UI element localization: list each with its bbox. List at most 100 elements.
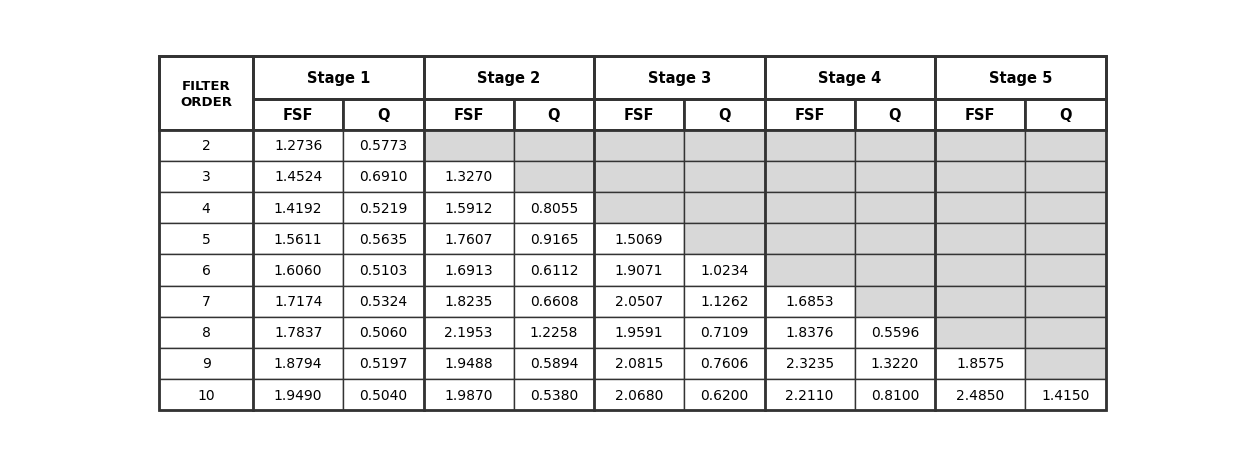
Text: 1.6913: 1.6913 [444, 263, 492, 277]
Bar [1025, 131, 1106, 162]
Bar [513, 224, 595, 255]
Bar [765, 100, 854, 131]
Bar [935, 317, 1025, 348]
Text: 0.5060: 0.5060 [359, 325, 407, 339]
Text: 2.0507: 2.0507 [615, 294, 663, 308]
Bar [684, 162, 765, 193]
Bar [159, 317, 253, 348]
Bar [595, 193, 684, 224]
Bar [1025, 379, 1106, 410]
Text: 1.2736: 1.2736 [274, 139, 322, 153]
Text: 8: 8 [201, 325, 211, 339]
Text: 1.8376: 1.8376 [785, 325, 834, 339]
Bar [253, 162, 343, 193]
Bar [935, 348, 1025, 379]
Text: 1.7174: 1.7174 [274, 294, 322, 308]
Text: 1.5912: 1.5912 [444, 201, 492, 215]
Bar [765, 131, 854, 162]
Bar [595, 57, 765, 100]
Bar [595, 162, 684, 193]
Bar [765, 162, 854, 193]
Bar [935, 224, 1025, 255]
Bar [513, 193, 595, 224]
Text: 2: 2 [202, 139, 211, 153]
Bar [253, 348, 343, 379]
Text: 1.2258: 1.2258 [529, 325, 578, 339]
Bar [513, 317, 595, 348]
Bar [854, 317, 935, 348]
Bar [595, 255, 684, 286]
Text: Stage 1: Stage 1 [307, 71, 370, 86]
Bar [343, 162, 423, 193]
Bar [765, 57, 935, 100]
Bar [765, 224, 854, 255]
Bar [854, 379, 935, 410]
Bar [854, 348, 935, 379]
Text: 0.5040: 0.5040 [359, 388, 407, 402]
Bar [684, 317, 765, 348]
Bar [765, 348, 854, 379]
Bar [684, 348, 765, 379]
Text: 1.7607: 1.7607 [444, 232, 492, 246]
Text: 0.6200: 0.6200 [700, 388, 749, 402]
Text: 0.8100: 0.8100 [871, 388, 919, 402]
Bar [253, 224, 343, 255]
Text: FSF: FSF [453, 108, 484, 123]
Bar [343, 286, 423, 317]
Bar [684, 224, 765, 255]
Bar [935, 131, 1025, 162]
Text: 1.9490: 1.9490 [274, 388, 322, 402]
Text: 1.0234: 1.0234 [700, 263, 749, 277]
Bar [1025, 100, 1106, 131]
Text: FSF: FSF [795, 108, 824, 123]
Text: Q: Q [1059, 108, 1071, 123]
Bar [159, 224, 253, 255]
Bar [854, 131, 935, 162]
Bar [935, 193, 1025, 224]
Text: 0.5197: 0.5197 [359, 357, 407, 370]
Bar [684, 100, 765, 131]
Bar [765, 193, 854, 224]
Text: 0.5596: 0.5596 [871, 325, 919, 339]
Text: 0.5894: 0.5894 [529, 357, 578, 370]
Bar [684, 255, 765, 286]
Bar [854, 193, 935, 224]
Bar [595, 348, 684, 379]
Bar [159, 286, 253, 317]
Bar [343, 317, 423, 348]
Text: 2.2110: 2.2110 [786, 388, 834, 402]
Bar [935, 255, 1025, 286]
Bar [159, 193, 253, 224]
Bar [595, 224, 684, 255]
Bar [595, 100, 684, 131]
Bar [253, 317, 343, 348]
Bar [595, 131, 684, 162]
Bar [854, 224, 935, 255]
Bar [423, 57, 595, 100]
Text: 1.8235: 1.8235 [444, 294, 492, 308]
Bar [595, 286, 684, 317]
Text: 1.7837: 1.7837 [274, 325, 322, 339]
Text: 0.5380: 0.5380 [529, 388, 578, 402]
Text: 4: 4 [202, 201, 211, 215]
Text: FSF: FSF [624, 108, 654, 123]
Text: Q: Q [888, 108, 901, 123]
Text: 1.9591: 1.9591 [615, 325, 664, 339]
Bar [423, 193, 513, 224]
Bar [854, 286, 935, 317]
Text: 0.6608: 0.6608 [529, 294, 579, 308]
Bar [423, 317, 513, 348]
Bar [595, 379, 684, 410]
Text: 2.0815: 2.0815 [615, 357, 664, 370]
Text: Q: Q [718, 108, 731, 123]
Bar [1025, 193, 1106, 224]
Text: 1.3270: 1.3270 [444, 170, 492, 184]
Bar [1025, 255, 1106, 286]
Text: 0.5324: 0.5324 [359, 294, 407, 308]
Bar [684, 131, 765, 162]
Bar [684, 379, 765, 410]
Bar [159, 255, 253, 286]
Text: 1.9488: 1.9488 [444, 357, 492, 370]
Text: 1.3220: 1.3220 [871, 357, 919, 370]
Bar [343, 131, 423, 162]
